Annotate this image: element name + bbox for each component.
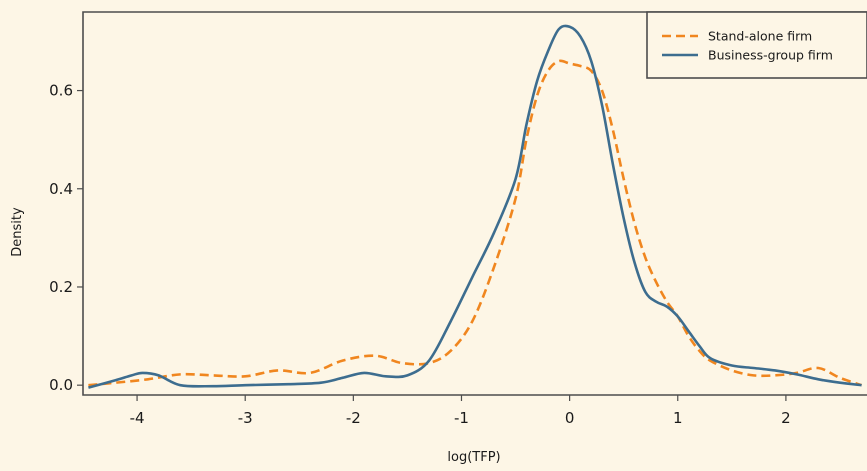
legend-label: Stand-alone firm bbox=[708, 29, 812, 44]
y-tick-label: 0.4 bbox=[49, 180, 73, 198]
legend-label: Business-group firm bbox=[708, 48, 833, 63]
x-tick-label: 2 bbox=[781, 409, 791, 427]
x-tick-label: 1 bbox=[673, 409, 683, 427]
x-tick-label: -3 bbox=[238, 409, 253, 427]
x-tick-label: 0 bbox=[565, 409, 575, 427]
y-tick-label: 0.6 bbox=[49, 82, 73, 100]
x-axis: -4 -3 -2 -1 0 1 2 bbox=[130, 395, 791, 427]
x-tick-label: -1 bbox=[454, 409, 469, 427]
legend-box bbox=[646, 11, 867, 79]
series-line-business-group bbox=[88, 24, 862, 389]
y-tick-label: 0.2 bbox=[49, 278, 73, 296]
legend: Stand-alone firm Business-group firm bbox=[646, 11, 867, 79]
plot-border bbox=[82, 11, 867, 396]
x-tick-label: -2 bbox=[346, 409, 361, 427]
x-axis-title: log(TFP) bbox=[447, 450, 500, 465]
y-axis-title: Density bbox=[10, 207, 25, 257]
y-tick-label: 0.0 bbox=[49, 376, 73, 394]
y-axis: 0.0 0.2 0.4 0.6 bbox=[49, 82, 83, 394]
x-tick-label: -4 bbox=[130, 409, 145, 427]
series-line-stand-alone bbox=[88, 59, 863, 387]
plot-frame bbox=[82, 11, 867, 396]
series-layer bbox=[88, 24, 863, 389]
